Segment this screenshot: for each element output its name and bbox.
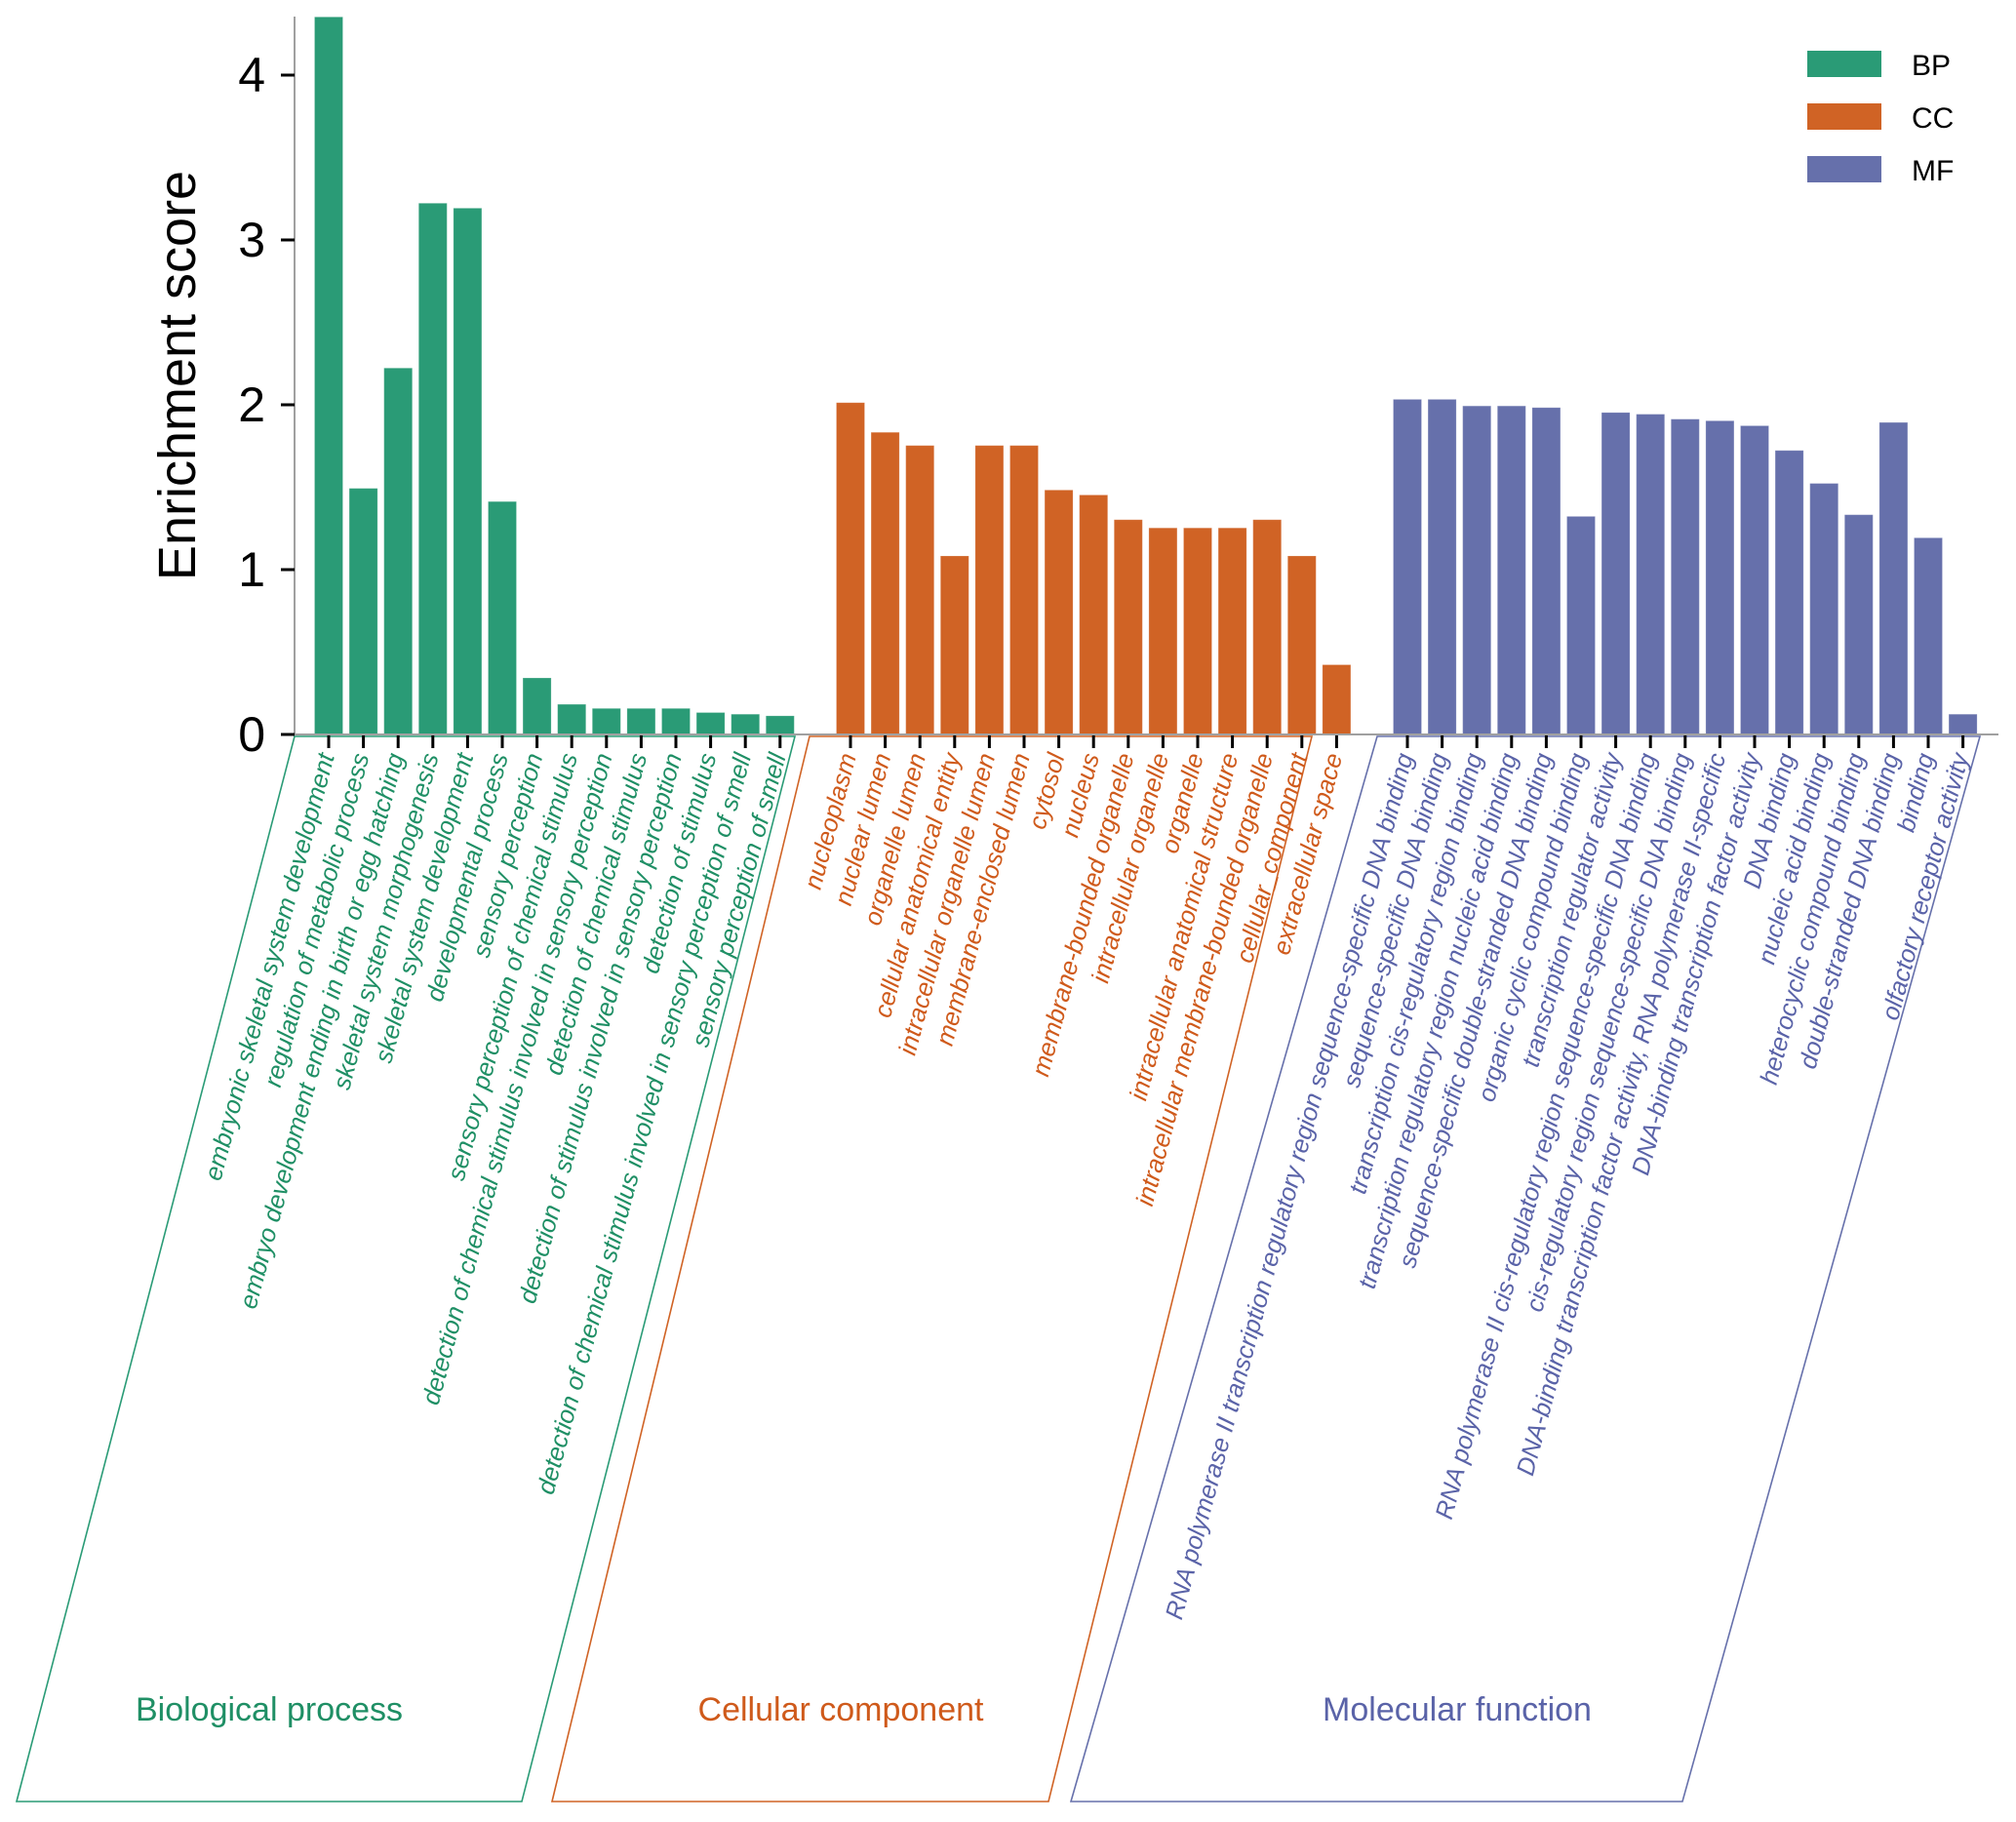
bar-cc [1148,528,1177,735]
y-ticks-layer: 0 1 2 3 4 [238,48,295,762]
bar-cc [1114,519,1143,735]
bar-bp [731,714,760,735]
bar-cc [1218,528,1247,735]
y-tick-label: 3 [238,213,265,267]
x-tick-label: embryonic skeletal system development [200,749,340,1183]
bar-mf [1878,422,1908,735]
bar-bp [314,17,343,735]
bar-bp [349,488,378,735]
legend-swatch-cc [1807,103,1881,130]
bar-mf [1671,418,1700,735]
bar-mf [1462,406,1491,735]
bar-mf [1601,412,1631,735]
bar-mf [1566,516,1596,735]
bar-cc [1079,495,1108,735]
bar-bp [418,203,448,735]
bar-cc [1045,490,1074,735]
category-title-mf: Molecular function [1323,1691,1592,1728]
bar-bp [661,708,691,735]
bar-cc [1322,664,1351,735]
bar-bp [626,708,655,735]
bar-mf [1531,407,1561,735]
bar-mf [1740,425,1769,735]
legend-label-mf: MF [1912,155,1954,187]
bar-bp [766,715,795,735]
y-tick-label: 2 [238,377,265,432]
category-frame-cc [550,735,1314,1802]
legend-label-bp: BP [1912,50,1951,82]
bar-bp [592,708,621,735]
bar-cc [940,555,969,735]
bar-cc [974,445,1004,735]
x-ticks-layer [327,735,1965,748]
bar-bp [557,704,586,735]
y-tick-label: 4 [238,48,265,102]
y-tick-label: 1 [238,542,265,597]
bar-mf [1636,414,1665,735]
bar-bp [383,368,413,735]
bar-cc [1287,555,1317,735]
bar-mf [1393,399,1422,735]
bar-bp [453,208,482,735]
category-title-bp: Biological process [136,1691,403,1728]
bars-layer [314,17,1978,735]
bar-cc [836,402,865,735]
bar-mf [1497,406,1526,735]
category-frame-bp [15,735,797,1802]
bar-cc [1252,519,1282,735]
bar-bp [488,501,517,735]
bar-mf [1914,537,1943,735]
x-tick-labels-layer: embryonic skeletal system developmentreg… [200,748,1975,1622]
bar-mf [1428,399,1457,735]
bar-bp [696,712,726,735]
bar-cc [905,445,934,735]
bar-cc [1183,528,1212,735]
y-axis-title: Enrichment score [148,171,207,580]
legend-swatch-bp [1807,51,1881,77]
category-titles-layer: Biological process Cellular component Mole… [136,1691,1592,1728]
axes-layer: Enrichment score [148,17,1998,735]
legend-swatch-mf [1807,156,1881,182]
bar-bp [523,678,552,735]
category-frames [15,735,1982,1802]
bar-mf [1775,450,1804,735]
bar-mf [1705,420,1734,735]
bar-cc [871,432,900,735]
legend-label-cc: CC [1912,102,1954,135]
bar-cc [1009,445,1039,735]
bar-mf [1949,714,1978,735]
bar-mf [1809,483,1838,735]
category-title-cc: Cellular component [698,1691,984,1728]
bar-mf [1844,514,1874,735]
legend: BP CC MF [1807,50,1954,187]
category-frame-mf [1069,735,1982,1802]
y-tick-label: 0 [238,707,265,762]
